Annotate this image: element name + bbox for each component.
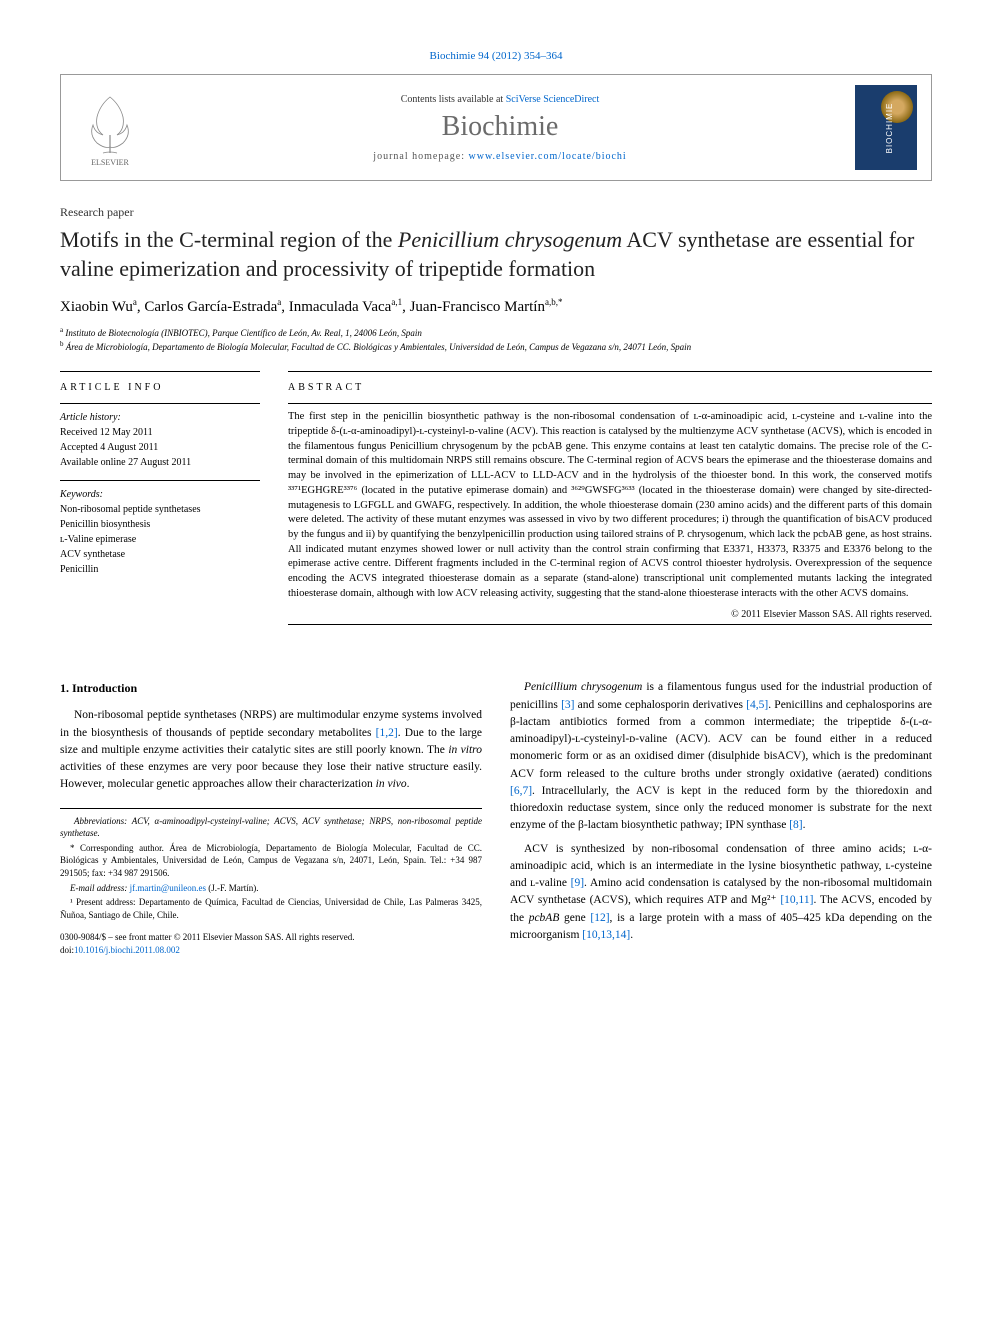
accepted-date: Accepted 4 August 2011 — [60, 440, 260, 455]
title-pre: Motifs in the C-terminal region of the — [60, 227, 398, 252]
doi-label: doi: — [60, 945, 74, 955]
abstract-text: The first step in the penicillin biosynt… — [288, 403, 932, 601]
keyword: Non-ribosomal peptide synthetases — [60, 502, 260, 517]
elsevier-logo: ELSEVIER — [75, 85, 145, 170]
keyword: ACV synthetase — [60, 547, 260, 562]
keywords-block: Keywords: Non-ribosomal peptide syntheta… — [60, 480, 260, 577]
affiliation-a: a Instituto de Biotecnología (INBIOTEC),… — [60, 326, 932, 340]
contents-prefix: Contents lists available at — [401, 94, 506, 105]
received-date: Received 12 May 2011 — [60, 425, 260, 440]
corresponding-author: * Corresponding author. Área de Microbio… — [60, 842, 482, 880]
abstract-heading: ABSTRACT — [288, 382, 932, 393]
homepage-link[interactable]: www.elsevier.com/locate/biochi — [469, 151, 627, 162]
intro-p3: ACV is synthesized by non-ribosomal cond… — [510, 841, 932, 945]
section-number: 1. — [60, 681, 69, 695]
history-label: Article history: — [60, 410, 260, 425]
doi-link[interactable]: 10.1016/j.biochi.2011.08.002 — [74, 945, 180, 955]
email-line: E-mail address: jf.martin@unileon.es (J.… — [60, 882, 482, 895]
email-link[interactable]: jf.martin@unileon.es — [130, 883, 206, 893]
ref-link[interactable]: [10,13,14] — [582, 929, 630, 941]
abstract-copyright: © 2011 Elsevier Masson SAS. All rights r… — [288, 609, 932, 620]
online-date: Available online 27 August 2011 — [60, 455, 260, 470]
footnotes: Abbreviations: ACV, α-aminoadipyl-cystei… — [60, 808, 482, 922]
right-column: Penicillium chrysogenum is a filamentous… — [510, 679, 932, 956]
ref-link[interactable]: [3] — [561, 699, 574, 711]
ref-link[interactable]: [4,5] — [746, 699, 768, 711]
journal-center: Contents lists available at SciVerse Sci… — [161, 94, 839, 162]
intro-p2: Penicillium chrysogenum is a filamentous… — [510, 679, 932, 834]
ref-link[interactable]: [6,7] — [510, 785, 532, 797]
abbreviations: Abbreviations: ACV, α-aminoadipyl-cystei… — [60, 815, 482, 840]
abstract: ABSTRACT The first step in the penicilli… — [288, 371, 932, 651]
article-history: Article history: Received 12 May 2011 Ac… — [60, 403, 260, 470]
journal-name: Biochimie — [161, 111, 839, 143]
present-address: ¹ Present address: Departamento de Quími… — [60, 896, 482, 921]
email-label: E-mail address: — [70, 883, 130, 893]
abstract-divider — [288, 624, 932, 625]
homepage-line: journal homepage: www.elsevier.com/locat… — [161, 151, 839, 162]
issn-line: 0300-9084/$ – see front matter © 2011 El… — [60, 931, 482, 944]
section-heading: 1. Introduction — [60, 679, 482, 697]
svg-text:ELSEVIER: ELSEVIER — [91, 158, 129, 167]
cover-label: BIOCHIMIE — [885, 102, 894, 153]
ref-link[interactable]: [12] — [590, 912, 609, 924]
paper-title: Motifs in the C-terminal region of the P… — [60, 226, 932, 283]
body-columns: 1. Introduction Non-ribosomal peptide sy… — [60, 679, 932, 956]
ref-link[interactable]: [9] — [571, 877, 584, 889]
journal-header-box: ELSEVIER Contents lists available at Sci… — [60, 74, 932, 181]
paper-type: Research paper — [60, 205, 932, 220]
affiliation-b: b Área de Microbiología, Departamento de… — [60, 340, 932, 354]
keywords-label: Keywords: — [60, 487, 260, 502]
keyword: Penicillin biosynthesis — [60, 517, 260, 532]
bottom-meta: 0300-9084/$ – see front matter © 2011 El… — [60, 931, 482, 956]
authors: Xiaobin Wua, Carlos García-Estradaa, Inm… — [60, 297, 932, 316]
intro-p1: Non-ribosomal peptide synthetases (NRPS)… — [60, 707, 482, 793]
contents-line: Contents lists available at SciVerse Sci… — [161, 94, 839, 105]
journal-cover: BIOCHIMIE — [855, 85, 917, 170]
header-citation: Biochimie 94 (2012) 354–364 — [60, 50, 932, 62]
homepage-prefix: journal homepage: — [373, 151, 468, 162]
sciencedirect-link[interactable]: SciVerse ScienceDirect — [506, 94, 600, 105]
affiliations: a Instituto de Biotecnología (INBIOTEC),… — [60, 326, 932, 353]
ref-link[interactable]: [1,2] — [376, 727, 398, 739]
left-column: 1. Introduction Non-ribosomal peptide sy… — [60, 679, 482, 956]
doi-line: doi:10.1016/j.biochi.2011.08.002 — [60, 944, 482, 957]
title-species: Penicillium chrysogenum — [398, 227, 622, 252]
info-heading: ARTICLE INFO — [60, 382, 260, 393]
section-title: Introduction — [72, 681, 137, 695]
email-suffix: (J.-F. Martín). — [206, 883, 259, 893]
keyword: ʟ-Valine epimerase — [60, 532, 260, 547]
ref-link[interactable]: [8] — [789, 819, 802, 831]
ref-link[interactable]: [10,11] — [780, 894, 813, 906]
keyword: Penicillin — [60, 562, 260, 577]
article-info: ARTICLE INFO Article history: Received 1… — [60, 371, 260, 651]
